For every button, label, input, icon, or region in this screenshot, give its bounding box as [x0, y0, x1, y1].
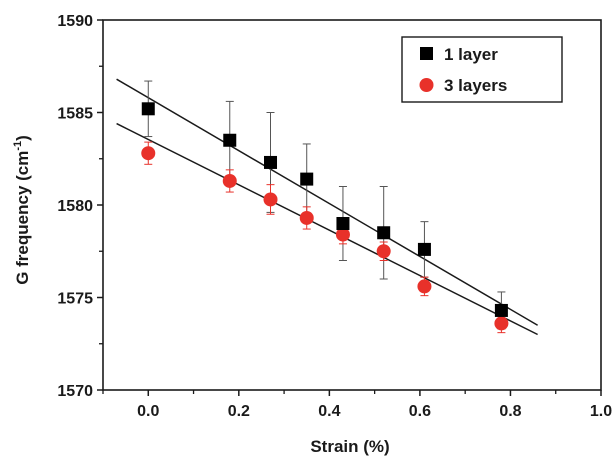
fit-line	[116, 78, 538, 326]
y-tick-label: 1570	[57, 383, 93, 400]
point-1-layer	[336, 217, 350, 230]
legend-marker-1-layer	[420, 47, 433, 60]
point-1-layer	[264, 155, 278, 169]
y-axis-label-close: )	[13, 135, 32, 141]
x-tick-label: 0.6	[409, 403, 431, 420]
point-3-layers	[376, 244, 391, 259]
point-1-layer	[300, 172, 314, 186]
x-tick-label: 0.4	[318, 403, 340, 420]
x-tick-label: 0.8	[499, 403, 521, 420]
x-tick-label: 0.2	[228, 403, 250, 420]
point-1-layer	[223, 133, 237, 147]
legend-label-3-layers: 3 layers	[444, 76, 507, 95]
legend-label-1-layer: 1 layer	[444, 45, 498, 64]
point-3-layers	[263, 192, 278, 207]
point-3-layers	[141, 146, 156, 161]
x-axis-label: Strain (%)	[310, 437, 389, 456]
data-points	[141, 102, 509, 331]
x-tick-label: 0.0	[137, 403, 159, 420]
y-axis-label: G frequency (cm-1)	[12, 135, 32, 285]
legend-marker-3-layers	[419, 78, 434, 92]
point-1-layer	[494, 303, 508, 317]
y-axis-label-superscript: -1	[12, 141, 24, 151]
y-tick-label: 1585	[57, 106, 93, 123]
axis-ticks	[97, 19, 602, 396]
fit-line	[116, 122, 538, 336]
point-1-layer	[377, 226, 391, 240]
x-tick-label: 1.0	[590, 403, 612, 420]
y-tick-label: 1590	[57, 13, 93, 30]
point-3-layers	[222, 173, 237, 188]
y-axis-label-main: G frequency (cm	[13, 151, 32, 285]
point-3-layers	[417, 279, 432, 294]
point-3-layers	[335, 227, 350, 242]
point-1-layer	[417, 242, 431, 256]
y-tick-label: 1580	[57, 198, 93, 215]
error-bars	[144, 80, 506, 334]
fit-lines	[116, 78, 538, 336]
legend: 1 layer 3 layers	[401, 36, 563, 103]
point-1-layer	[141, 102, 155, 116]
tick-labels: 0.0 0.2 0.4 0.6 0.8 1.0 1570 1575 1580 1585 1590	[57, 13, 612, 420]
point-3-layers	[494, 316, 509, 331]
y-tick-label: 1575	[57, 291, 93, 308]
point-3-layers	[299, 210, 314, 225]
